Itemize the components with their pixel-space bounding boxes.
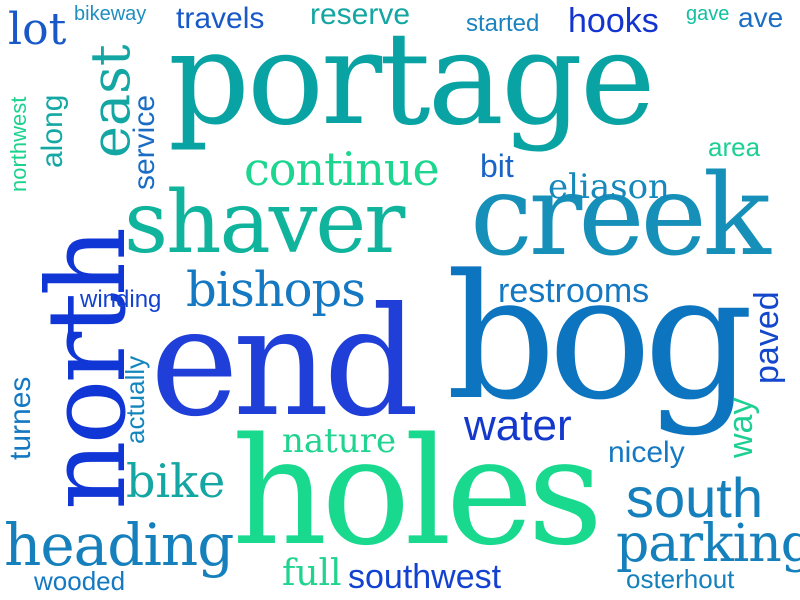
word-full: full [282,553,342,594]
word-paved: paved [748,291,786,384]
word-along: along [36,94,69,168]
word-way: way [722,397,760,458]
word-southwest: southwest [348,558,502,596]
word-started: started [466,10,540,37]
word-bishops: bishops [186,262,366,318]
word-water: water [464,401,572,450]
word-holes: holes [232,406,603,578]
word-end: end [150,276,419,450]
word-ave: ave [738,2,784,33]
word-wooded: wooded [34,566,126,596]
word-portage: portage [168,5,656,154]
word-eliason: eliason [548,167,670,207]
word-winding: winding [80,286,162,313]
word-creek: creek [470,151,771,281]
word-turnes: turnes [4,376,37,460]
word-northwest: northwest [6,96,31,192]
word-nature: nature [282,421,397,461]
word-gave: gave [686,3,730,25]
word-bike: bike [126,454,226,508]
word-continue: continue [244,142,440,196]
word-area: area [708,132,761,162]
word-actually: actually [120,355,150,444]
word-bit: bit [480,148,514,184]
word-bog: bog [446,237,754,438]
word-south: south [626,466,763,529]
word-parking: parking [616,514,800,574]
word-hooks: hooks [568,2,659,40]
word-restrooms: restrooms [498,272,650,310]
word-shaver: shaver [124,173,405,273]
word-travels: travels [176,2,265,35]
word-bikeway: bikeway [74,3,147,25]
word-service: service [128,94,161,190]
word-lot: lot [8,4,67,55]
word-nicely: nicely [608,436,685,469]
word-reserve: reserve [310,0,411,31]
word-osterhout: osterhout [626,564,735,594]
word-heading: heading [4,511,234,579]
